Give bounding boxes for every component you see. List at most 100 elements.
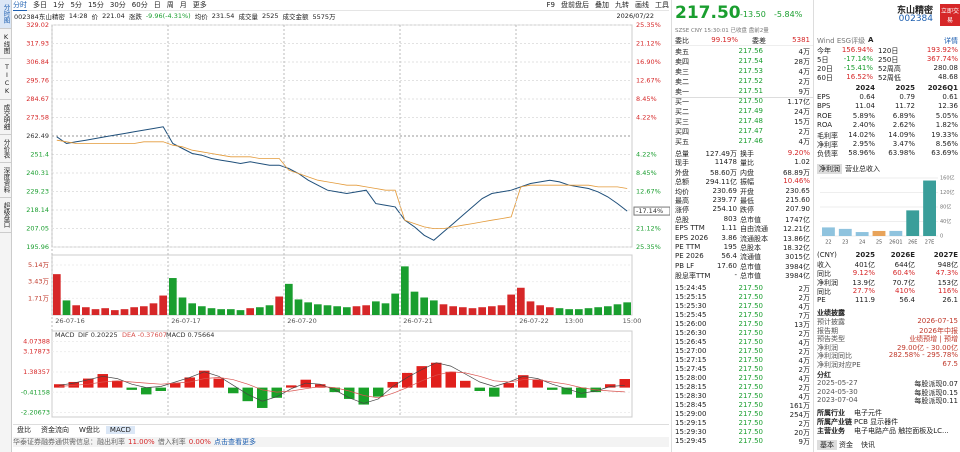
toolbar-button[interactable]: 盘前盘后 — [561, 1, 589, 9]
toolbar-button[interactable]: 15分 — [87, 1, 104, 9]
stats-cell: 最低 — [740, 197, 754, 205]
side-tab[interactable]: 超级盘口 — [0, 198, 11, 233]
order-book-cell: 217.52 — [738, 77, 764, 85]
forecast-cell: 401亿 — [854, 261, 875, 269]
volume-bar — [372, 301, 380, 315]
toolbar-button[interactable]: 5分 — [70, 1, 82, 9]
forecast-cell: 27.7% — [852, 287, 875, 295]
stats-cell: 自由流通 — [740, 225, 768, 234]
status-item: 11.00% — [128, 438, 155, 446]
return-cell: 280.08 — [933, 64, 959, 72]
side-tab[interactable]: 分价表 — [0, 135, 11, 163]
toolbar-button[interactable]: 1分 — [53, 1, 65, 9]
indicator-tab[interactable]: 盘比 — [17, 426, 31, 434]
volume-bar — [594, 307, 602, 315]
volume-bar — [536, 305, 544, 315]
order-book-cell: 9万 — [798, 88, 810, 96]
toolbar-button[interactable]: 30分 — [109, 1, 126, 9]
forecast-cell: 13.9亿 — [852, 279, 875, 287]
profit-tab[interactable]: 净利润 — [817, 164, 842, 174]
toolbar-button[interactable]: F9 — [546, 1, 555, 9]
side-tab[interactable]: 深度资料 — [0, 163, 11, 198]
side-tab[interactable]: TICK — [0, 59, 11, 100]
stats-cell: 3984亿 — [785, 262, 810, 271]
order-book-cell: 217.53 — [738, 67, 764, 75]
macd-bar — [344, 387, 355, 399]
forecast-cell: 收入 — [817, 261, 831, 269]
return-cell: 250日 — [878, 56, 899, 64]
order-book-cell: 28万 — [794, 58, 810, 66]
stats-cell: 1747亿 — [785, 215, 810, 224]
toolbar-button[interactable]: 月 — [179, 1, 187, 9]
profile-tab[interactable]: 快讯 — [861, 441, 875, 449]
volume-bar — [478, 307, 486, 315]
volume-bar — [256, 307, 264, 315]
info-item: 221.04 — [102, 12, 125, 20]
stats-cell: 254.10 — [712, 205, 738, 214]
volume-bar — [227, 309, 235, 315]
profit-tab[interactable]: 营业总收入 — [845, 165, 880, 173]
trade-cell: 217.50 — [738, 302, 764, 310]
y-tick-label: 1.71万 — [28, 294, 49, 302]
profile-tab[interactable]: 基本 — [817, 440, 837, 450]
toolbar-button[interactable]: 日 — [153, 1, 161, 9]
order-book-cell: 卖五 — [675, 48, 689, 56]
toolbar-button[interactable]: 更多 — [192, 1, 207, 9]
profit-chart: 0 40亿 80亿 120亿 160亿 22 23 24 25 26Q1 26E 27E — [820, 175, 955, 246]
toolbar-button[interactable]: 九转 — [615, 1, 629, 9]
volume-bar — [101, 308, 109, 315]
info-item: 5575万 — [312, 13, 336, 21]
fin-cell: 1.82% — [935, 121, 958, 130]
stats-cell: 230.69 — [712, 186, 738, 195]
toolbar-button[interactable]: 分时 — [13, 0, 27, 11]
toolbar-button[interactable]: 画线 — [635, 1, 649, 9]
order-book-cell: 217.51 — [738, 87, 764, 95]
profile-tab[interactable]: 资金 — [839, 441, 853, 449]
indicator-tab[interactable]: W盘比 — [79, 426, 100, 434]
stats-cell: 12.21亿 — [782, 225, 810, 234]
info-item: 成交量 — [238, 13, 258, 21]
stats-cell: 9.20% — [787, 149, 810, 157]
indicator-tab[interactable]: MACD — [105, 426, 135, 434]
y2-tick-label: 25.35% — [636, 243, 661, 251]
macd-bar — [54, 384, 65, 388]
toolbar-button[interactable]: 叠加 — [595, 1, 609, 9]
stats-cell: 68.89万 — [782, 168, 810, 177]
profit-bar — [889, 230, 903, 236]
side-tab[interactable]: 分时图 — [0, 0, 11, 29]
stats-cell: EPS TTM — [675, 224, 705, 233]
trade-cell: 217.50 — [738, 437, 764, 445]
last-price-tag — [633, 206, 670, 216]
industry-cell: 电子电路产品 触控面板及LC... — [854, 427, 949, 435]
fin-cell: 6.89% — [892, 111, 915, 120]
volume-bar — [459, 307, 467, 315]
toolbar-button[interactable]: 周 — [166, 1, 174, 9]
fin-cell: ROA — [817, 121, 833, 130]
volume-bar — [111, 310, 119, 315]
order-book-cell: 217.49 — [738, 107, 764, 115]
trade-cell: 4万 — [798, 375, 810, 383]
indicator-tab[interactable]: 资金流向 — [41, 426, 69, 434]
esg-detail: 详情 — [944, 37, 958, 45]
disclosure-cell: 净利润 — [817, 343, 838, 352]
toolbar-button[interactable]: 工具 — [655, 1, 669, 9]
order-book-cell: 买五 — [675, 138, 689, 146]
profile-panel: 东山精密 002384 立即交易 Wind ESG评级 A 详情 今年 156.94% 120日… — [813, 0, 960, 452]
toolbar-button[interactable]: 多日 — [33, 1, 47, 9]
fin-cell: 11.04 — [854, 102, 875, 111]
macd-bar — [83, 378, 94, 388]
forecast-cell: 9.12% — [852, 269, 875, 277]
status-item[interactable]: 点击查看更多 — [213, 438, 256, 446]
side-tab[interactable]: K线图 — [0, 29, 11, 59]
stats-cell: 56.4 — [721, 252, 737, 261]
trade-cell: 15:29:30 — [675, 428, 707, 436]
stats-cell: 股息率TTM — [675, 272, 711, 281]
trade-cell: 217.50 — [738, 410, 764, 418]
trade-cell: 217.50 — [738, 284, 764, 292]
trade-cell: 20万 — [794, 429, 810, 437]
disclosure-cell: 预计披露 — [817, 318, 845, 326]
toolbar-button[interactable]: 60分 — [131, 1, 148, 9]
info-item: 均价 — [194, 13, 208, 21]
fin-header: 2024 — [855, 84, 875, 92]
side-tab[interactable]: 成交明细 — [0, 100, 11, 135]
